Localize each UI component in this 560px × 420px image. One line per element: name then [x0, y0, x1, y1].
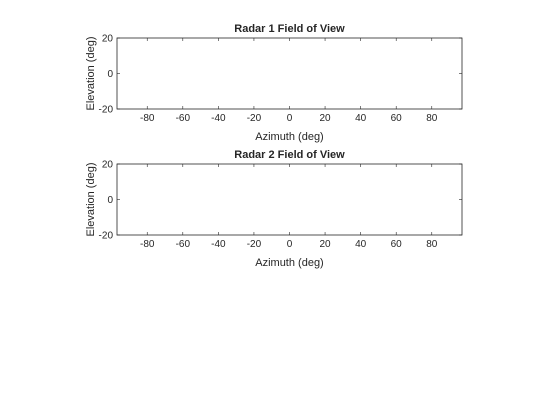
x-tick-label: -20 — [247, 239, 262, 250]
x-tick-label: 40 — [355, 239, 367, 250]
x-tick-label: -60 — [176, 239, 191, 250]
y-tick-label: 0 — [107, 69, 113, 80]
y-tick-label: -20 — [99, 105, 114, 116]
x-axis-label: Azimuth (deg) — [255, 131, 323, 143]
y-tick-label: 20 — [102, 34, 114, 45]
x-tick-label: -60 — [176, 113, 191, 124]
y-tick-label: 20 — [102, 160, 114, 171]
plot-area — [116, 37, 463, 110]
x-tick-label: -20 — [247, 113, 262, 124]
x-tick-label: 60 — [391, 239, 403, 250]
axes-1: -80 -60 -40 -20 0 20 40 60 80 -20 0 20 Radar 1 Field… — [85, 23, 463, 143]
x-tick-label: 60 — [391, 113, 403, 124]
x-tick-label: 80 — [426, 113, 438, 124]
plot-area — [116, 163, 463, 236]
chart-title: Radar 1 Field of View — [234, 23, 345, 35]
y-axis-label: Elevation (deg) — [85, 163, 97, 237]
x-tick-label: 80 — [426, 239, 438, 250]
x-tick-label: -40 — [211, 239, 226, 250]
x-tick-label: 40 — [355, 113, 367, 124]
x-tick-label: 0 — [287, 113, 293, 124]
axes-2: -80 -60 -40 -20 0 20 40 60 80 -20 0 20 Radar 2 Field… — [85, 149, 463, 269]
x-tick-label: 20 — [320, 113, 332, 124]
x-tick-label: -80 — [140, 239, 155, 250]
y-axis-label: Elevation (deg) — [85, 37, 97, 111]
y-tick-label: -20 — [99, 231, 114, 242]
y-tick-label: 0 — [107, 195, 113, 206]
x-tick-label: 0 — [287, 239, 293, 250]
x-tick-label: -80 — [140, 113, 155, 124]
x-tick-label: 20 — [320, 239, 332, 250]
x-tick-label: -40 — [211, 113, 226, 124]
x-axis-label: Azimuth (deg) — [255, 257, 323, 269]
chart-title: Radar 2 Field of View — [234, 149, 345, 161]
